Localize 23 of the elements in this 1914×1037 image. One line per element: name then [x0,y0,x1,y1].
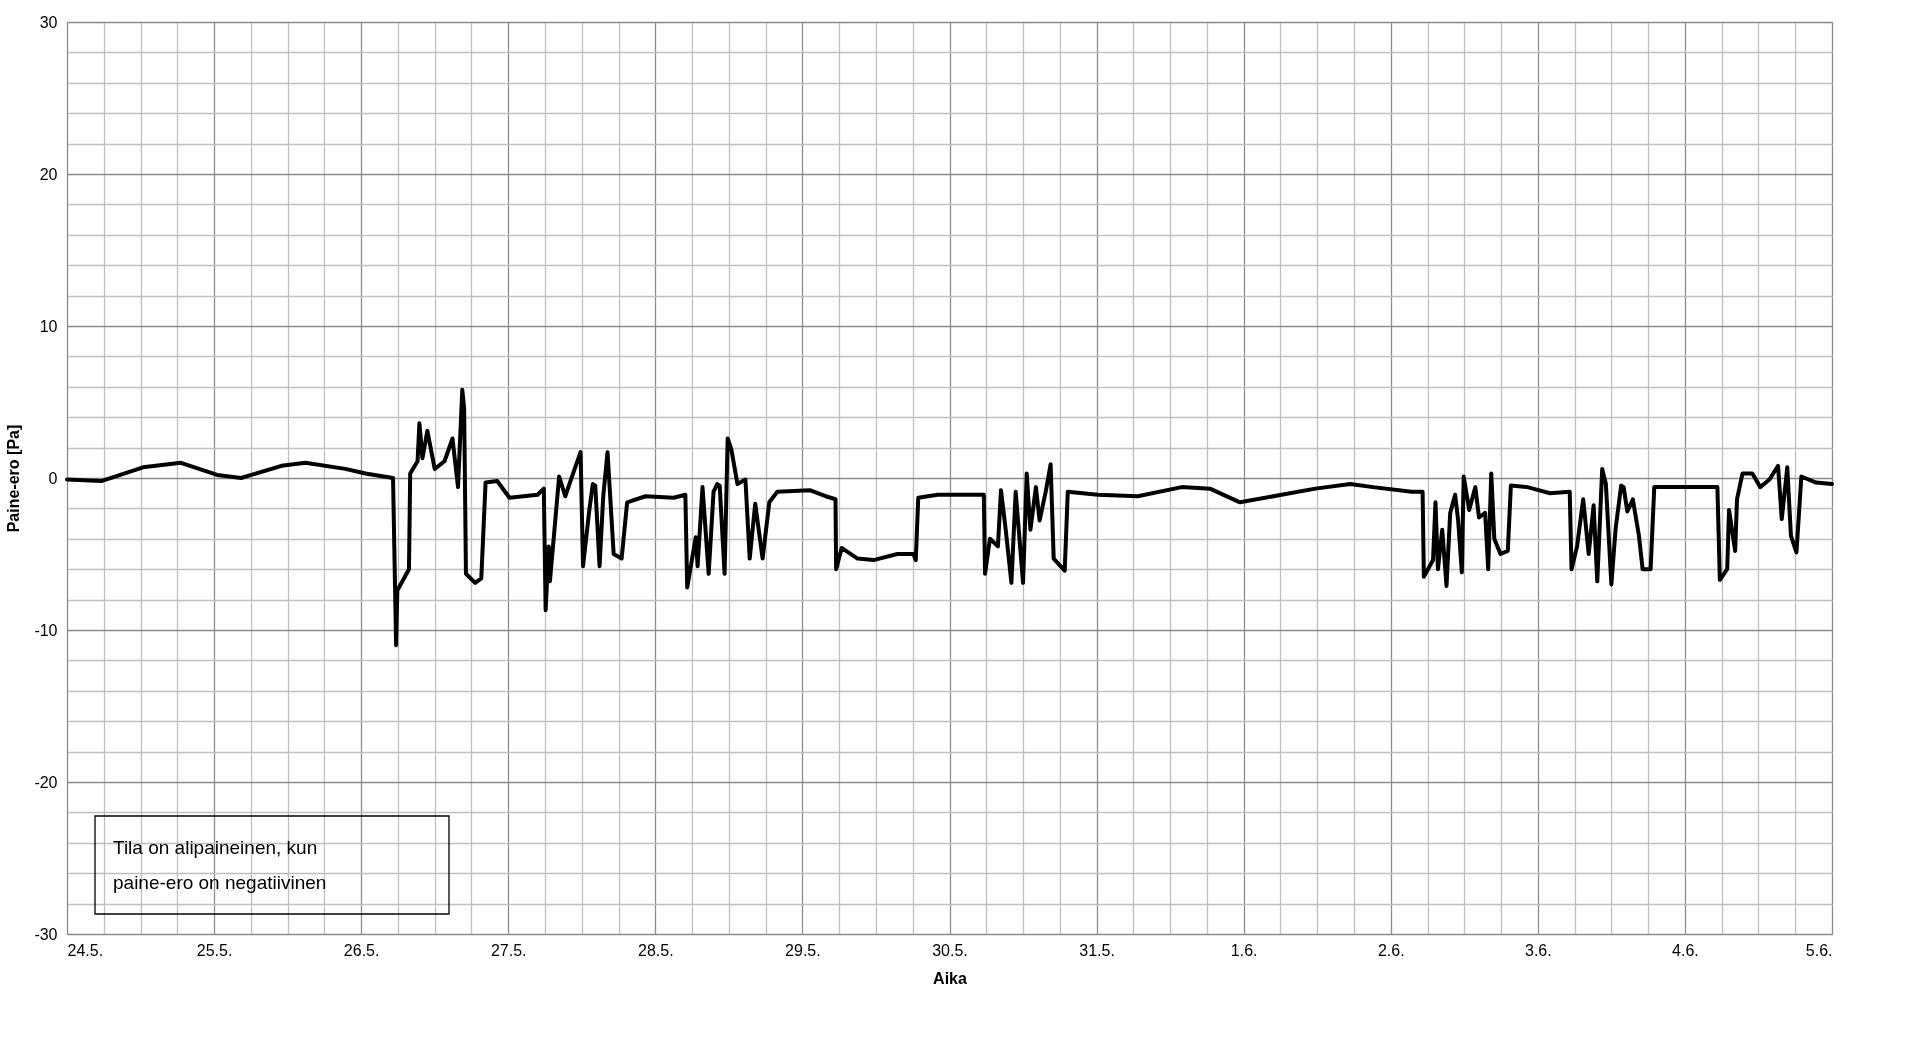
x-tick-label: 24.5. [67,941,104,959]
y-tick-label: 30 [39,13,58,31]
y-tick-label: -20 [34,773,58,791]
y-axis-title: Paine-ero [Pa] [5,424,23,533]
x-tick-label: 28.5. [638,941,674,959]
y-tick-label: 0 [48,469,58,487]
x-tick-label: 31.5. [1079,941,1115,959]
y-tick-label: 20 [39,165,58,183]
x-tick-label: 27.5. [490,941,527,959]
y-tick-label: -10 [34,621,58,639]
x-tick-label: 5.6. [1805,941,1833,959]
x-tick-label: 1.6. [1230,941,1258,959]
x-tick-label: 2.6. [1377,941,1405,959]
x-tick-label: 4.6. [1672,941,1699,959]
x-axis-title: Aika [933,969,967,987]
annotation: Tila on alipaineinen, kun paine-ero on negatiivinen [113,836,327,893]
x-tick-label: 29.5. [785,941,821,959]
x-tick-label: 25.5. [196,941,233,959]
x-tick-label: 30.5. [932,941,968,959]
y-tick-label: -30 [34,925,58,943]
y-tick-label: 10 [39,317,58,335]
x-tick-label: 26.5. [343,941,380,959]
x-tick-label: 3.6. [1524,941,1552,959]
